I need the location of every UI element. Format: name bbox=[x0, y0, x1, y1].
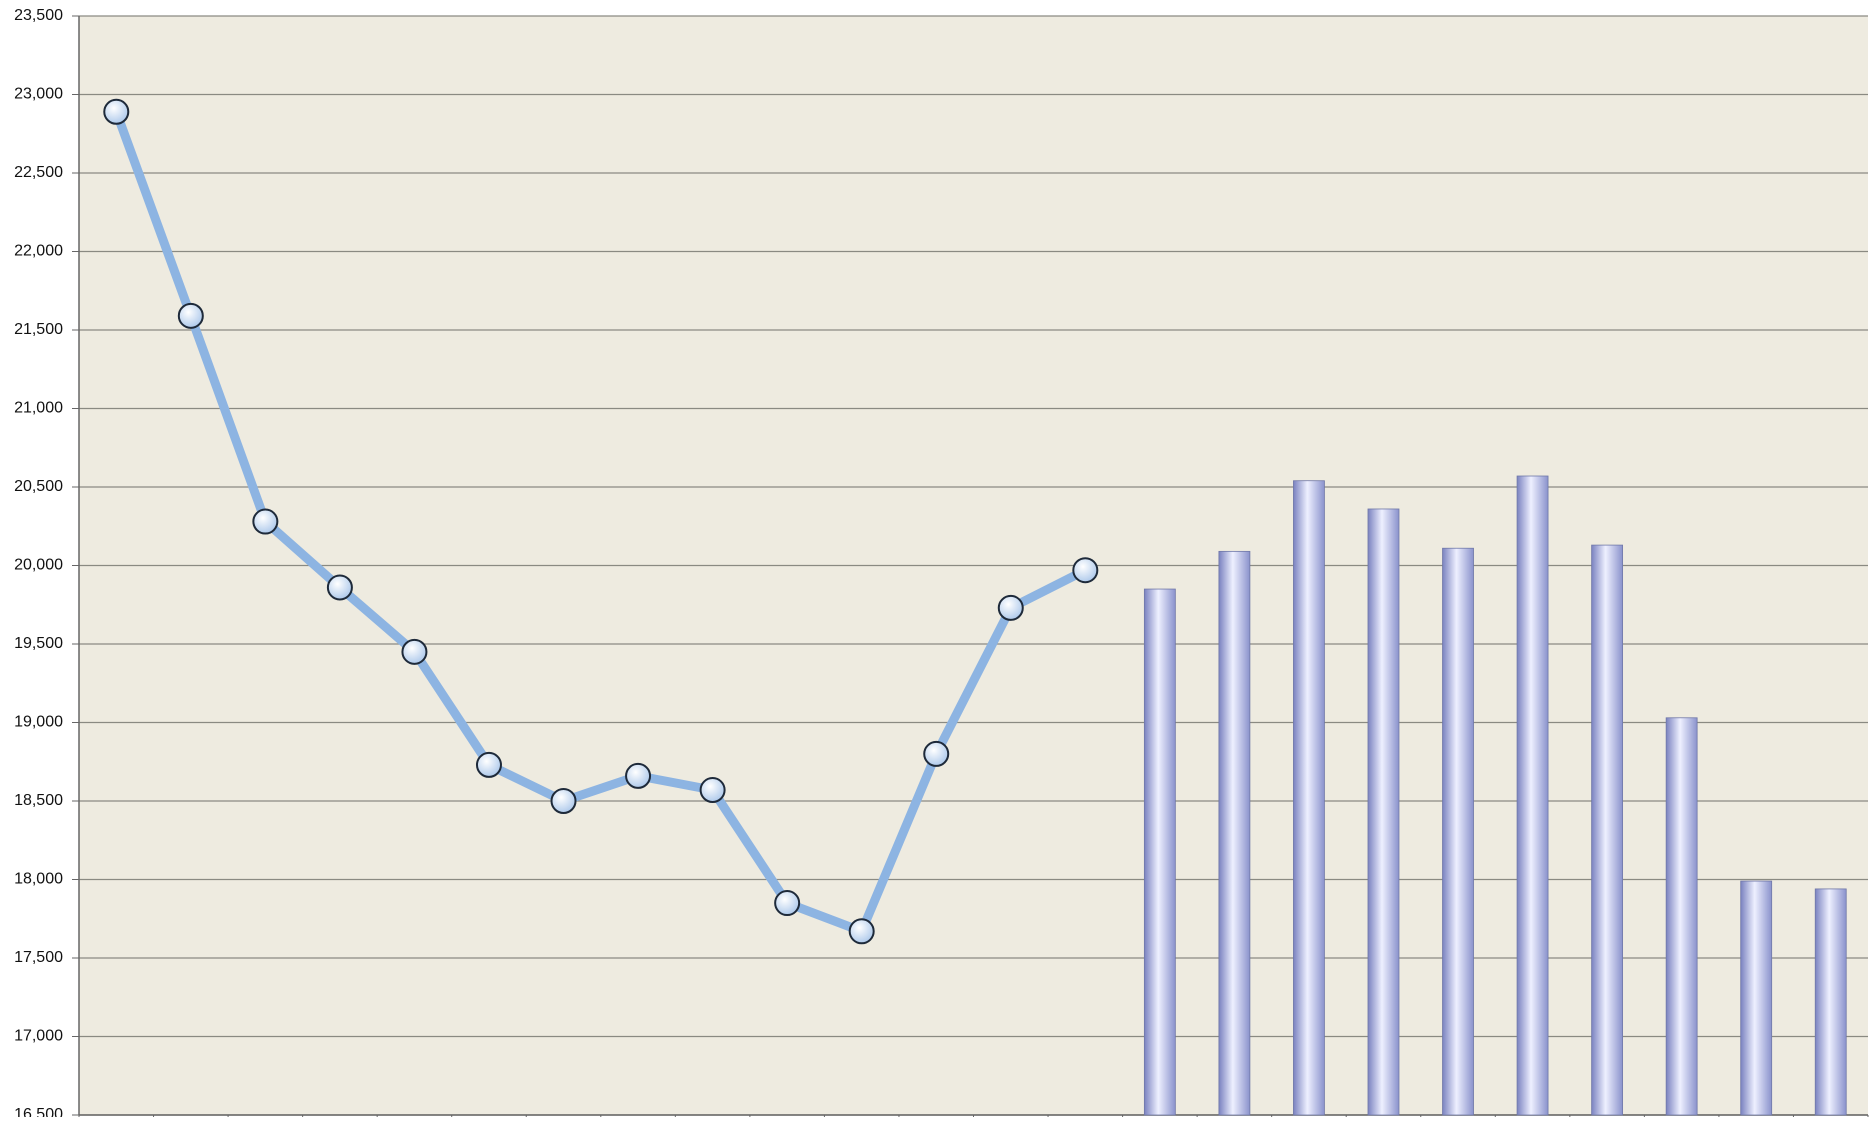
point bbox=[550, 788, 577, 814]
bar bbox=[1442, 547, 1474, 1116]
y-tick-label: 18,000 bbox=[14, 871, 63, 888]
point bbox=[401, 638, 428, 665]
bar bbox=[1143, 588, 1176, 1116]
y-tick-label: 23,500 bbox=[14, 7, 63, 24]
y-tick-label: 20,500 bbox=[14, 478, 63, 495]
point bbox=[177, 302, 204, 329]
point bbox=[699, 777, 726, 804]
y-tick-label: 17,000 bbox=[14, 1028, 63, 1045]
bar bbox=[1516, 475, 1549, 1116]
point bbox=[103, 98, 130, 125]
point bbox=[475, 751, 502, 778]
y-tick-label: 23,000 bbox=[14, 86, 63, 103]
y-tick-label: 21,000 bbox=[14, 400, 63, 417]
bar bbox=[1665, 717, 1698, 1116]
point bbox=[1072, 557, 1099, 584]
y-tick-label: 19,000 bbox=[14, 714, 63, 731]
y-tick-label: 16,500 bbox=[14, 1106, 63, 1117]
point bbox=[923, 740, 950, 767]
y-tick-label: 22,000 bbox=[14, 243, 63, 260]
point bbox=[625, 762, 652, 789]
line bbox=[112, 110, 1088, 936]
bar bbox=[1218, 550, 1251, 1116]
point bbox=[252, 508, 279, 535]
point bbox=[326, 574, 353, 601]
bar bbox=[1367, 508, 1400, 1116]
point bbox=[997, 594, 1024, 621]
bar bbox=[1293, 480, 1325, 1116]
bar bbox=[1591, 544, 1624, 1116]
bar bbox=[1740, 880, 1773, 1116]
bar bbox=[1814, 888, 1847, 1116]
point bbox=[774, 890, 801, 917]
y-tick-label: 21,500 bbox=[14, 321, 63, 338]
y-tick-label: 22,500 bbox=[14, 164, 63, 181]
y-tick-label: 19,500 bbox=[14, 635, 63, 652]
y-tick-label: 18,500 bbox=[14, 792, 63, 809]
y-tick-label: 17,500 bbox=[14, 949, 63, 966]
y-tick-label: 20,000 bbox=[14, 557, 63, 574]
point bbox=[848, 918, 875, 945]
